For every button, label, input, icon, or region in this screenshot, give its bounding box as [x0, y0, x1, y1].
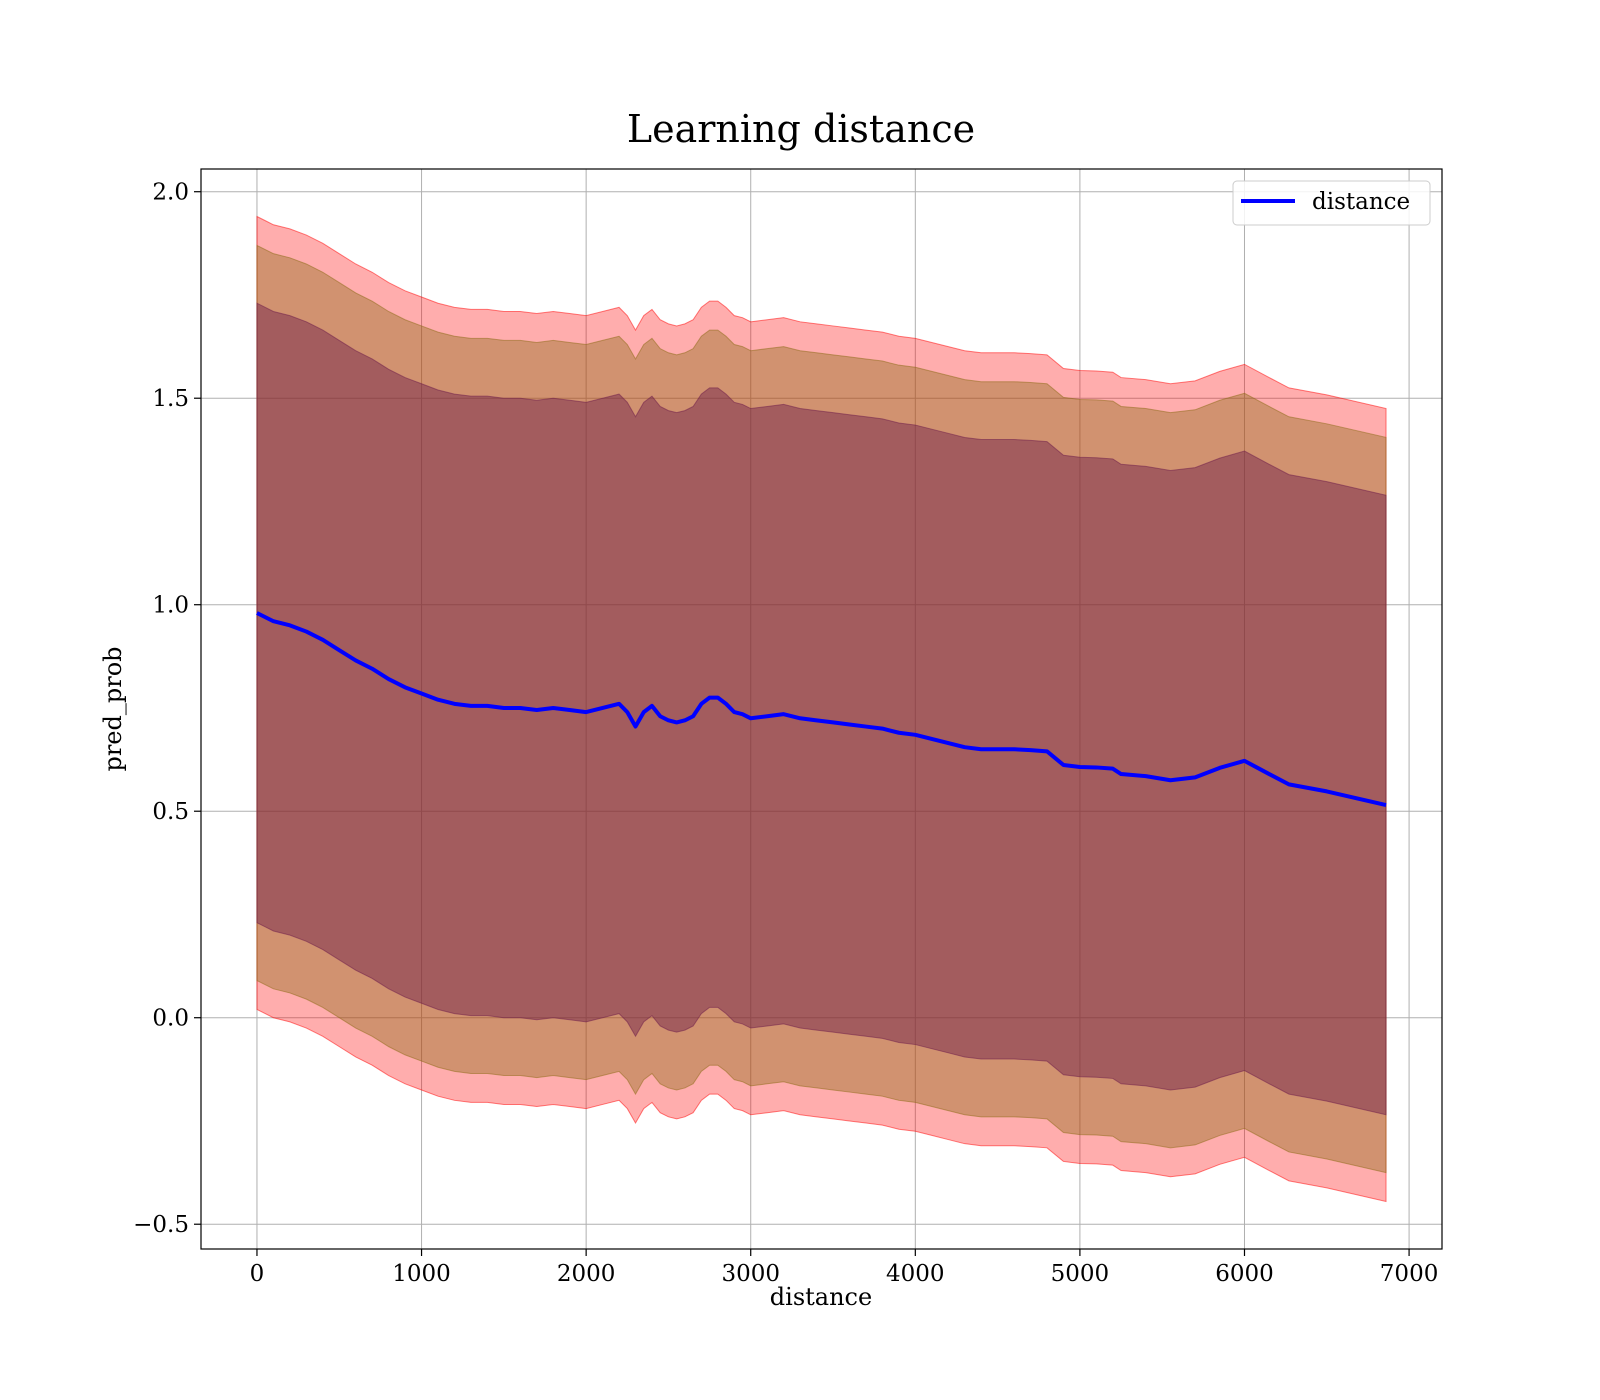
x-tick-label-6: 6000	[1215, 1261, 1274, 1287]
legend: distance	[1232, 180, 1431, 226]
x-tick-label-0: 0	[250, 1261, 265, 1287]
legend-box	[1232, 180, 1431, 226]
confidence-bands	[256, 215, 1387, 1203]
y-tick-label-0: −0.5	[133, 1212, 189, 1238]
y-tick-label-4: 1.5	[152, 386, 189, 412]
plot-frame	[200, 168, 1443, 1250]
y-tick-label-5: 2.0	[152, 180, 189, 206]
legend-entry-distance: distance	[1312, 189, 1410, 215]
x-tick-label-2: 2000	[557, 1261, 616, 1287]
x-axis-label: distance	[770, 1283, 872, 1311]
series-lines	[256, 611, 1387, 807]
y-axis-label: pred_prob	[99, 646, 127, 771]
x-tick-label-4: 4000	[886, 1261, 945, 1287]
x-tick-label-3: 3000	[721, 1261, 780, 1287]
confidence-band-2	[256, 302, 1387, 1116]
chart-title: Learning distance	[627, 107, 975, 151]
y-tick-label-3: 1.0	[152, 593, 189, 619]
x-tick-label-7: 7000	[1380, 1261, 1439, 1287]
series-line-distance	[256, 611, 1387, 807]
y-axis-ticks: −0.5 0.0 0.5 1.0 1.5 2.0	[133, 180, 201, 1238]
x-tick-label-1: 1000	[392, 1261, 451, 1287]
x-axis-ticks: 0 1000 2000 3000 4000 5000 6000 7000	[250, 1249, 1439, 1287]
y-tick-label-1: 0.0	[152, 1006, 189, 1032]
confidence-band-1	[256, 244, 1387, 1174]
confidence-band-0	[256, 215, 1387, 1203]
y-tick-label-2: 0.5	[152, 799, 189, 825]
x-tick-label-5: 5000	[1051, 1261, 1110, 1287]
